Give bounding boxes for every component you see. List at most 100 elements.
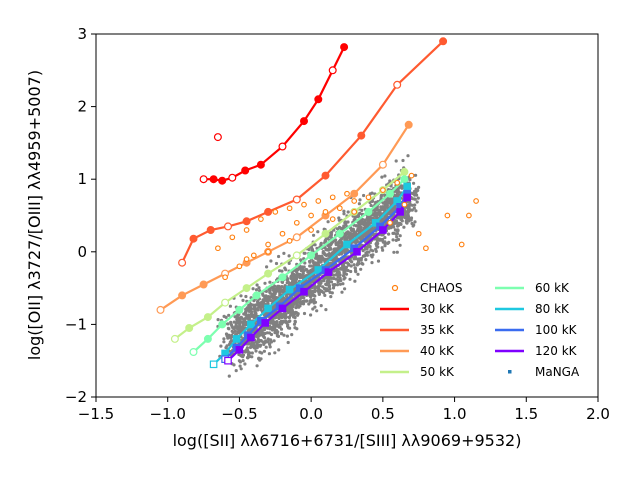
manga-point	[352, 263, 356, 267]
manga-point	[309, 294, 313, 298]
manga-point	[244, 349, 248, 353]
manga-point	[250, 351, 254, 355]
chaos-point	[265, 248, 271, 255]
manga-point	[392, 250, 396, 254]
series-extra-marker	[213, 133, 222, 142]
manga-point	[360, 208, 364, 212]
manga-point	[383, 236, 387, 240]
manga-point	[269, 259, 273, 263]
manga-point	[357, 224, 361, 228]
manga-point	[273, 321, 277, 325]
manga-point	[257, 356, 261, 360]
manga-point	[406, 154, 410, 158]
manga-point	[278, 285, 282, 289]
manga-point	[277, 316, 281, 321]
series-marker	[300, 117, 309, 126]
manga-point	[243, 323, 247, 327]
chaos-point	[473, 198, 479, 204]
manga-point	[405, 221, 409, 225]
manga-point	[317, 254, 321, 258]
manga-point	[279, 312, 283, 316]
manga-point	[321, 256, 325, 260]
manga-point	[258, 344, 262, 348]
series-marker	[224, 222, 233, 231]
manga-point	[342, 209, 346, 213]
manga-point	[351, 229, 356, 233]
manga-point	[226, 322, 230, 326]
manga-point	[219, 344, 223, 348]
series-marker	[156, 305, 165, 314]
manga-point	[238, 364, 242, 368]
manga-point	[308, 259, 312, 263]
series-marker	[242, 284, 251, 293]
manga-point	[354, 224, 358, 228]
manga-point	[250, 355, 254, 359]
manga-point	[291, 279, 295, 283]
manga-point	[379, 212, 383, 216]
legend-item: CHAOS	[391, 281, 462, 295]
manga-point	[379, 196, 383, 200]
series-marker	[403, 193, 412, 202]
manga-point	[391, 238, 395, 242]
manga-point	[294, 306, 298, 310]
manga-point	[309, 313, 313, 317]
axis-ticks: −1.5 −1.0 −0.5 0.0 0.5 1.0 1.5 2.0 −2 −1 0 1 2 3	[65, 25, 610, 423]
manga-point	[324, 253, 329, 258]
manga-point	[344, 272, 349, 276]
chaos-point	[344, 190, 350, 197]
manga-point	[326, 237, 330, 241]
manga-point	[323, 258, 327, 262]
manga-point	[235, 332, 239, 336]
manga-point	[247, 309, 251, 313]
manga-point	[343, 238, 347, 242]
manga-point	[415, 200, 419, 204]
manga-point	[248, 351, 252, 355]
chaos-point	[215, 245, 221, 252]
manga-point	[371, 249, 375, 253]
manga-point	[241, 353, 245, 357]
manga-point	[222, 337, 226, 341]
manga-point	[238, 322, 242, 326]
manga-point	[283, 287, 287, 291]
manga-point	[323, 293, 327, 297]
series-marker	[335, 229, 344, 238]
manga-point	[287, 310, 291, 315]
manga-point	[358, 198, 362, 202]
manga-point	[310, 248, 314, 252]
x-tick-label: −1.0	[149, 405, 185, 423]
manga-point	[318, 260, 322, 264]
manga-point	[380, 175, 384, 179]
manga-point	[273, 284, 277, 288]
chaos-point	[329, 216, 336, 222]
chaos-point	[351, 198, 358, 204]
manga-point	[247, 313, 251, 317]
manga-point	[304, 268, 308, 272]
series-marker	[235, 305, 244, 314]
manga-point	[323, 246, 327, 250]
manga-point	[225, 333, 229, 337]
manga-point	[273, 329, 278, 333]
manga-point	[343, 232, 347, 236]
manga-point	[241, 298, 245, 302]
chaos-point	[423, 245, 429, 252]
series-80-kk	[209, 182, 412, 369]
manga-point	[247, 354, 251, 358]
manga-point	[409, 218, 413, 222]
manga-point	[234, 325, 238, 329]
chaos-point	[308, 227, 314, 233]
manga-point	[316, 284, 320, 288]
series-marker	[328, 66, 337, 75]
chaos-point	[394, 179, 401, 186]
manga-point	[342, 212, 346, 216]
manga-point	[316, 230, 320, 234]
manga-point	[253, 304, 257, 308]
manga-point	[339, 227, 343, 231]
manga-point	[396, 187, 400, 191]
legend-ring	[391, 284, 399, 292]
series-marker	[278, 273, 287, 282]
y-axis-label: log([OII] λ3727/[OIII] λλ4959+5007)	[25, 70, 44, 360]
series-marker	[170, 334, 179, 343]
manga-point	[346, 210, 350, 214]
plot-area	[156, 37, 479, 378]
manga-point	[329, 280, 334, 284]
